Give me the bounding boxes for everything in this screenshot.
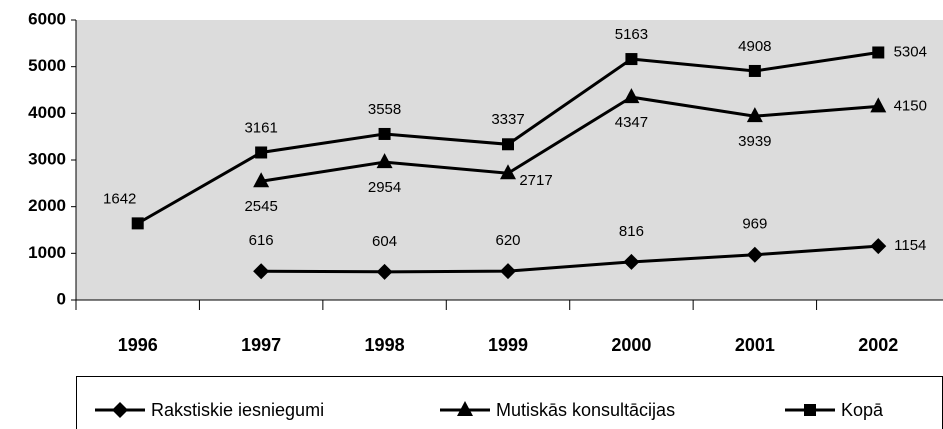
series-line: [261, 244, 879, 274]
data-label: 620: [495, 232, 520, 249]
x-tick-label: 2000: [611, 335, 651, 355]
series-marker: [500, 164, 516, 180]
y-tick-label: 3000: [28, 149, 66, 168]
series-marker: [746, 246, 763, 263]
series-marker: [623, 253, 640, 270]
series-marker: [253, 263, 270, 280]
x-tick-label: 1999: [488, 335, 528, 355]
legend-marker: [804, 404, 816, 416]
data-label: 3337: [491, 111, 524, 128]
series-marker: [746, 107, 763, 123]
data-label: 2954: [368, 179, 401, 196]
data-label: 969: [742, 216, 767, 233]
x-tick-label: 1998: [365, 335, 405, 355]
y-tick-label: 5000: [28, 56, 66, 75]
x-tick-label: 1997: [241, 335, 281, 355]
data-label: 1642: [103, 190, 136, 207]
data-label: 616: [249, 232, 274, 249]
data-label: 4347: [615, 114, 648, 131]
series-marker: [255, 146, 268, 159]
data-label: 4908: [738, 38, 771, 55]
y-tick-label: 4000: [28, 103, 66, 122]
data-label: 5304: [894, 43, 927, 60]
series-marker: [872, 46, 885, 59]
data-label: 604: [372, 233, 397, 250]
series-marker: [253, 172, 270, 188]
series-marker: [502, 138, 514, 151]
series-marker: [131, 217, 144, 230]
legend-label: Mutiskās konsultācijas: [496, 400, 675, 420]
series-marker: [500, 263, 516, 280]
legend-marker: [112, 402, 128, 418]
y-tick-label: 1000: [28, 243, 66, 262]
data-label: 1154: [894, 237, 926, 254]
y-tick-label: 2000: [28, 196, 66, 215]
data-label: 4150: [894, 97, 927, 114]
legend-label: Rakstiskie iesniegumi: [151, 400, 324, 420]
series-marker: [870, 97, 887, 113]
legend-label: Kopā: [841, 400, 884, 420]
y-tick-label: 6000: [28, 9, 66, 28]
series-marker: [376, 153, 393, 169]
series-marker: [870, 238, 887, 255]
series-marker: [378, 127, 391, 140]
x-tick-label: 2001: [735, 335, 775, 355]
plot-area: [76, 20, 943, 300]
series-line: [260, 95, 879, 183]
x-tick-label: 1996: [118, 335, 158, 355]
series-marker: [748, 64, 761, 77]
data-label: 3161: [244, 119, 277, 136]
series-marker: [376, 263, 393, 280]
data-label: 2545: [244, 198, 277, 215]
x-tick-label: 2002: [858, 335, 898, 355]
data-label: 3558: [368, 101, 401, 118]
data-label: 3939: [738, 133, 771, 150]
data-label: 2717: [519, 172, 552, 189]
legend-marker: [457, 401, 473, 416]
data-label: 5163: [615, 26, 648, 43]
series-marker: [625, 53, 638, 66]
data-label: 816: [619, 223, 644, 240]
legend-box: [76, 376, 943, 429]
series-marker: [623, 88, 640, 104]
y-tick-label: 0: [57, 289, 66, 308]
